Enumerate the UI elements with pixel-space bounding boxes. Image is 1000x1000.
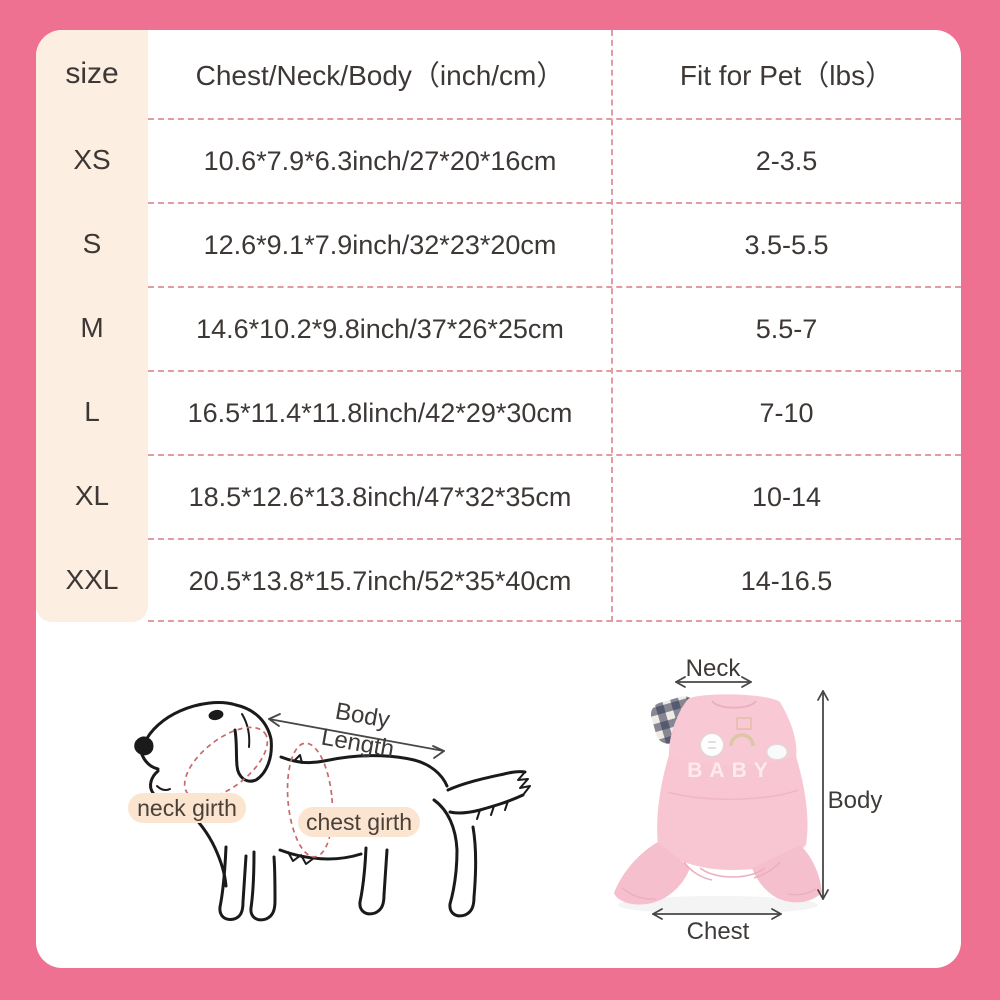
body-length-arrow	[268, 713, 445, 759]
garment-neck-label: Neck	[685, 655, 741, 682]
fit-cell: 2-3.5	[755, 145, 818, 176]
table-row: XXL 20.5*13.8*15.7inch/52*35*40cm 14-16.5	[36, 538, 961, 622]
neck-arrow	[675, 676, 752, 688]
dog-sketch	[134, 701, 531, 922]
fit-cell: 3.5-5.5	[744, 229, 829, 260]
garment-button-right	[766, 744, 788, 760]
header-measure: Chest/Neck/Body（inch/cm）	[195, 60, 565, 91]
fit-cell: 5.5-7	[755, 313, 818, 344]
garment-chest-label: Chest	[686, 918, 750, 945]
size-cell: S	[82, 228, 102, 259]
measurement-diagram	[134, 676, 829, 922]
garment-embroidery-text: BABY	[687, 759, 775, 782]
body-arrow	[817, 690, 829, 900]
size-table: size Chest/Neck/Body（inch/cm） Fit for Pet（…	[36, 30, 961, 622]
size-cell: XL	[74, 480, 110, 511]
size-cell: XXL	[65, 564, 119, 595]
garment-body-label: Body	[827, 787, 883, 814]
header-size: size	[65, 57, 119, 90]
table-row: XL 18.5*12.6*13.8inch/47*32*35cm 10-14	[36, 454, 961, 538]
column-divider-line	[611, 30, 613, 622]
chest-girth-ellipse	[286, 742, 334, 858]
chest-arrow	[652, 908, 782, 920]
table-row: S 12.6*9.1*7.9inch/32*23*20cm 3.5-5.5	[36, 202, 961, 286]
garment-button-left	[700, 733, 724, 757]
table-bottom-line	[148, 620, 961, 622]
measure-cell: 16.5*11.4*11.8linch/42*29*30cm	[187, 397, 573, 428]
size-cell: L	[84, 396, 100, 427]
table-row: L 16.5*11.4*11.8linch/42*29*30cm 7-10	[36, 370, 961, 454]
measure-cell: 14.6*10.2*9.8inch/37*26*25cm	[196, 313, 564, 344]
size-cell: XS	[73, 144, 111, 175]
garment-arrows	[652, 676, 829, 920]
size-column-background	[36, 30, 148, 622]
table-row: M 14.6*10.2*9.8inch/37*26*25cm 5.5-7	[36, 286, 961, 370]
fit-cell: 14-16.5	[740, 565, 833, 596]
pet-garment	[614, 694, 822, 914]
measure-cell: 12.6*9.1*7.9inch/32*23*20cm	[203, 229, 557, 260]
measure-cell: 20.5*13.8*15.7inch/52*35*40cm	[188, 565, 572, 596]
table-header-row: size Chest/Neck/Body（inch/cm） Fit for Pet（…	[36, 30, 961, 118]
measure-cell: 10.6*7.9*6.3inch/27*20*16cm	[203, 145, 557, 176]
chest-girth-label: chest girth	[298, 807, 420, 837]
fit-cell: 10-14	[751, 481, 822, 512]
size-cell: M	[80, 312, 104, 343]
header-fit: Fit for Pet（lbs）	[679, 60, 894, 91]
measure-cell: 18.5*12.6*13.8inch/47*32*35cm	[188, 481, 572, 512]
neck-girth-label: neck girth	[128, 793, 246, 823]
size-chart-card: size Chest/Neck/Body（inch/cm） Fit for Pet（…	[36, 30, 961, 968]
table-row: XS 10.6*7.9*6.3inch/27*20*16cm 2-3.5	[36, 118, 961, 202]
fit-cell: 7-10	[759, 397, 814, 428]
